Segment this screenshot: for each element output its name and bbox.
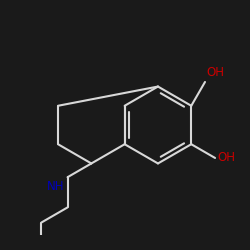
- Text: OH: OH: [206, 66, 224, 79]
- Text: NH: NH: [47, 180, 65, 193]
- Text: OH: OH: [218, 152, 236, 164]
